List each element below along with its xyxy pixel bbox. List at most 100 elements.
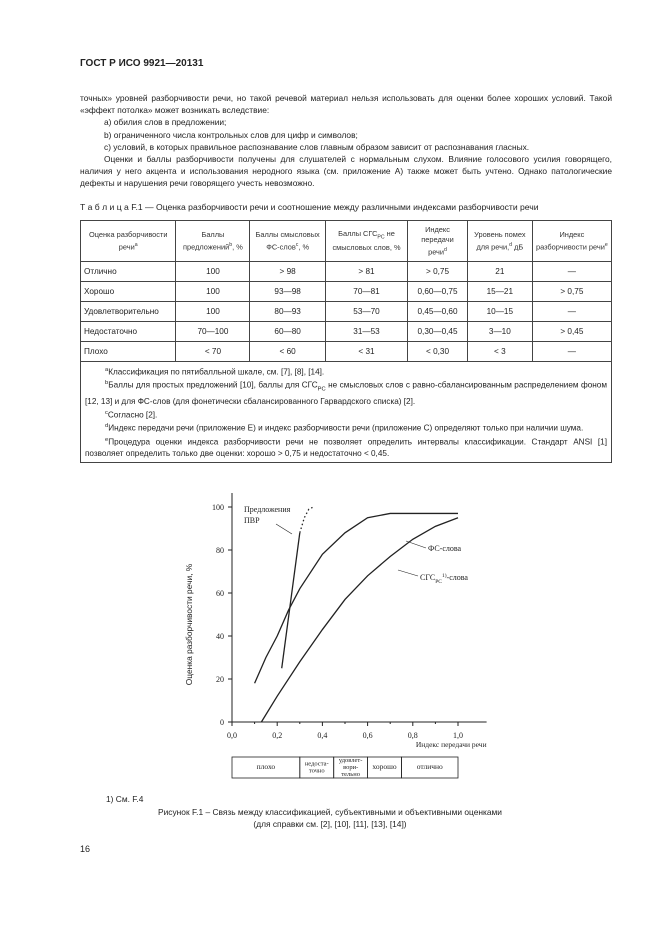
figure-caption: Рисунок F.1 – Связь между классификацией… bbox=[80, 806, 580, 830]
caption-text: F.1 — Оценка разборчивости речи и соотно… bbox=[131, 202, 539, 212]
text-after: не смысловых слов с равно-сбалансированн… bbox=[85, 381, 607, 407]
y-tick-label: 20 bbox=[216, 675, 224, 684]
text-mark: b bbox=[105, 380, 109, 387]
table-caption: Т а б л и ц а F.1 — Оценка разборчивости… bbox=[80, 202, 539, 212]
text-sup: c bbox=[295, 241, 299, 248]
text-text: Баллы СГС bbox=[338, 229, 378, 239]
caption-label: Т а б л и ц а bbox=[80, 202, 129, 212]
table: Оценка разборчивости речиa Баллы предложе… bbox=[79, 220, 613, 464]
band-label: плохо bbox=[257, 762, 276, 771]
curve bbox=[254, 512, 458, 684]
x-axis-label: Индекс передачи речи bbox=[416, 740, 487, 749]
text-text: Уровень помех для речи, bbox=[474, 229, 526, 252]
text-sup: d bbox=[509, 241, 513, 248]
x-tick-label: 0,6 bbox=[363, 731, 373, 740]
paragraph: c) условий, в которых правильное распозн… bbox=[104, 141, 530, 152]
band-label: недоста- bbox=[305, 761, 329, 768]
band-label: удовлет- bbox=[339, 757, 363, 764]
header-row: Оценка разборчивости речиa Баллы предложе… bbox=[79, 220, 613, 262]
header-cell: Индекс передачи речиd bbox=[407, 220, 468, 262]
x-tick-label: 0,8 bbox=[408, 731, 418, 740]
leader bbox=[275, 523, 293, 535]
text-sup: a bbox=[134, 241, 138, 248]
series-label: ПВР bbox=[244, 516, 260, 525]
footnote: dИндекс передачи речи (приложение E) и и… bbox=[85, 421, 607, 434]
footnote: bБаллы для простых предложений [10], бал… bbox=[85, 378, 607, 408]
paragraph: a) обилия слов в предложении; bbox=[104, 117, 227, 128]
band-label: тельно bbox=[341, 771, 360, 778]
footnote: aКлассификация по пятибалльной шкале, см… bbox=[85, 365, 607, 378]
page-number: 16 bbox=[80, 844, 91, 854]
series-label: СГСPC1)-слова bbox=[420, 572, 468, 585]
caption-ref: (для справки см. [2], [10], [11], [13], … bbox=[253, 819, 407, 829]
band-label: хорошо bbox=[372, 762, 396, 771]
header-cell: Баллы предложенийb, % bbox=[175, 220, 251, 262]
header-cell: Баллы смысловых ФС-словc, % bbox=[249, 220, 326, 262]
label-after: -слова bbox=[447, 573, 469, 582]
doc-title: ГОСТ Р ИСО 9921—20131 bbox=[80, 58, 204, 69]
y-tick-label: 80 bbox=[216, 546, 224, 555]
paragraph: точных» уровней разборчивости речи, но т… bbox=[80, 93, 612, 116]
label-text: СГС bbox=[420, 573, 435, 582]
label-text: ФС-слова bbox=[428, 544, 462, 553]
class-band bbox=[401, 756, 459, 779]
text-text: Процедура оценки индекса разборчивости р… bbox=[85, 437, 607, 458]
x-tick-label: 0,2 bbox=[272, 731, 282, 740]
curve bbox=[281, 532, 301, 669]
x-tick-label: 0,0 bbox=[227, 731, 237, 740]
y-tick-label: 60 bbox=[216, 589, 224, 598]
footnote: cСогласно [2]. bbox=[85, 408, 607, 421]
text-mark: c bbox=[105, 409, 108, 416]
series-label: ФС-слова bbox=[428, 544, 462, 553]
text-after: дБ bbox=[512, 242, 524, 252]
leader bbox=[397, 569, 419, 577]
paragraph: b) ограниченного числа контрольных слов … bbox=[104, 129, 358, 140]
y-tick-label: 100 bbox=[212, 503, 224, 512]
header-cell: Баллы СГСPC не смысловых слов, % bbox=[324, 220, 409, 262]
text-text: Индекс передачи речи (приложение E) и ин… bbox=[108, 423, 584, 433]
series-label: Предложения bbox=[244, 505, 291, 514]
text-sub: PC bbox=[317, 386, 326, 393]
text-sub: PC bbox=[377, 234, 385, 241]
text-after: , % bbox=[232, 242, 243, 252]
y-tick-label: 0 bbox=[220, 718, 224, 727]
text-text: Баллы смысловых ФС-слов bbox=[255, 229, 320, 252]
band-label: отлично bbox=[417, 762, 443, 771]
x-tick-label: 0,4 bbox=[317, 731, 327, 740]
text-mark: e bbox=[105, 436, 109, 443]
text-text: Согласно [2]. bbox=[107, 410, 158, 420]
footnote-row: aКлассификация по пятибалльной шкале, см… bbox=[80, 360, 612, 464]
text-sup: b bbox=[229, 241, 233, 248]
text-text: Баллы предложений bbox=[183, 229, 230, 252]
y-tick-label: 40 bbox=[216, 632, 224, 641]
text-text: Классификация по пятибалльной шкале, см.… bbox=[108, 367, 325, 377]
footnote: eПроцедура оценки индекса разборчивости … bbox=[85, 435, 607, 460]
label-sup: 1) bbox=[442, 572, 447, 579]
y-axis-label: Оценка разборчивости речи, % bbox=[184, 563, 194, 685]
row: Удовлетворительно 100 80—93 53—70 0,45—0,60 1… bbox=[79, 301, 613, 322]
band-label: точно bbox=[309, 768, 325, 775]
curve bbox=[260, 517, 459, 723]
text-text: Индекс передачи речи bbox=[421, 224, 454, 257]
text-after: , % bbox=[298, 242, 310, 252]
text-mark: d bbox=[105, 423, 109, 430]
cell: > 0,45 bbox=[531, 321, 613, 342]
body-text: точных» уровней разборчивости речи, но т… bbox=[80, 92, 612, 190]
caption-line: Рисунок F.1 – Связь между классификацией… bbox=[158, 807, 502, 817]
band-label: вори- bbox=[343, 764, 358, 771]
curve-extension bbox=[299, 506, 314, 533]
footnotes: aКлассификация по пятибалльной шкале, см… bbox=[80, 360, 612, 464]
text-sup: e bbox=[604, 241, 608, 248]
paragraph: Оценки и баллы разборчивости получены дл… bbox=[80, 154, 612, 189]
label-sub: PC bbox=[435, 579, 442, 585]
text-mark: a bbox=[105, 367, 109, 373]
header-cell: Индекс разборчивости речиe bbox=[531, 220, 613, 262]
text-text: Индекс разборчивости речи bbox=[535, 229, 605, 252]
text-after: не смысловых слов, % bbox=[332, 229, 401, 252]
text-text: Оценка разборчивости речи bbox=[88, 229, 168, 252]
figure-note: 1) См. F.4 bbox=[106, 794, 144, 804]
text-text: Баллы для простых предложений [10], балл… bbox=[108, 381, 318, 391]
text-sup: d bbox=[444, 246, 447, 253]
